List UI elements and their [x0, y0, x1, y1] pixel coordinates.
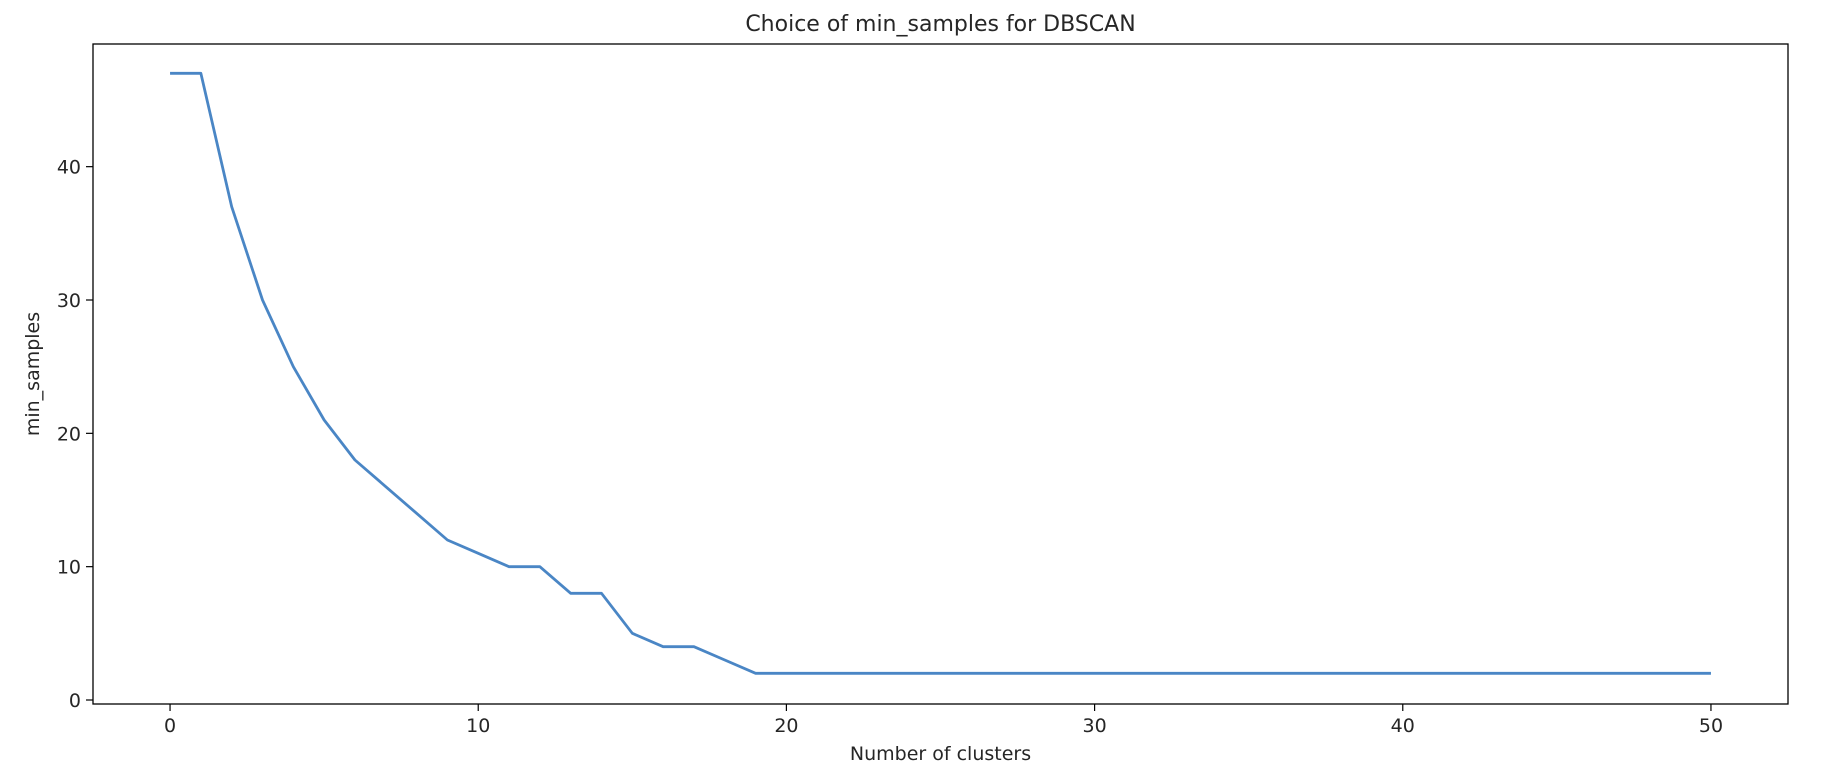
axis-ticks: 0 10 20 30 40 50 0 10 20 30 40 — [57, 157, 1723, 737]
y-tick-label: 40 — [57, 157, 81, 179]
y-tick-label: 20 — [57, 423, 81, 445]
y-tick-label: 30 — [57, 290, 81, 312]
x-tick-label: 10 — [466, 715, 490, 737]
plot-frame — [92, 43, 1789, 705]
x-tick-label: 0 — [164, 715, 176, 737]
chart-title: Choice of min_samples for DBSCAN — [745, 12, 1135, 37]
series-line — [170, 71, 1711, 675]
y-tick-label: 0 — [69, 690, 81, 712]
x-axis-label: Number of clusters — [850, 743, 1031, 765]
x-tick-label: 40 — [1391, 715, 1415, 737]
x-tick-label: 30 — [1082, 715, 1106, 737]
x-tick-label: 20 — [774, 715, 798, 737]
y-tick-label: 10 — [57, 557, 81, 579]
y-axis-label: min_samples — [22, 312, 44, 436]
x-tick-label: 50 — [1699, 715, 1723, 737]
series-layer — [170, 71, 1711, 675]
